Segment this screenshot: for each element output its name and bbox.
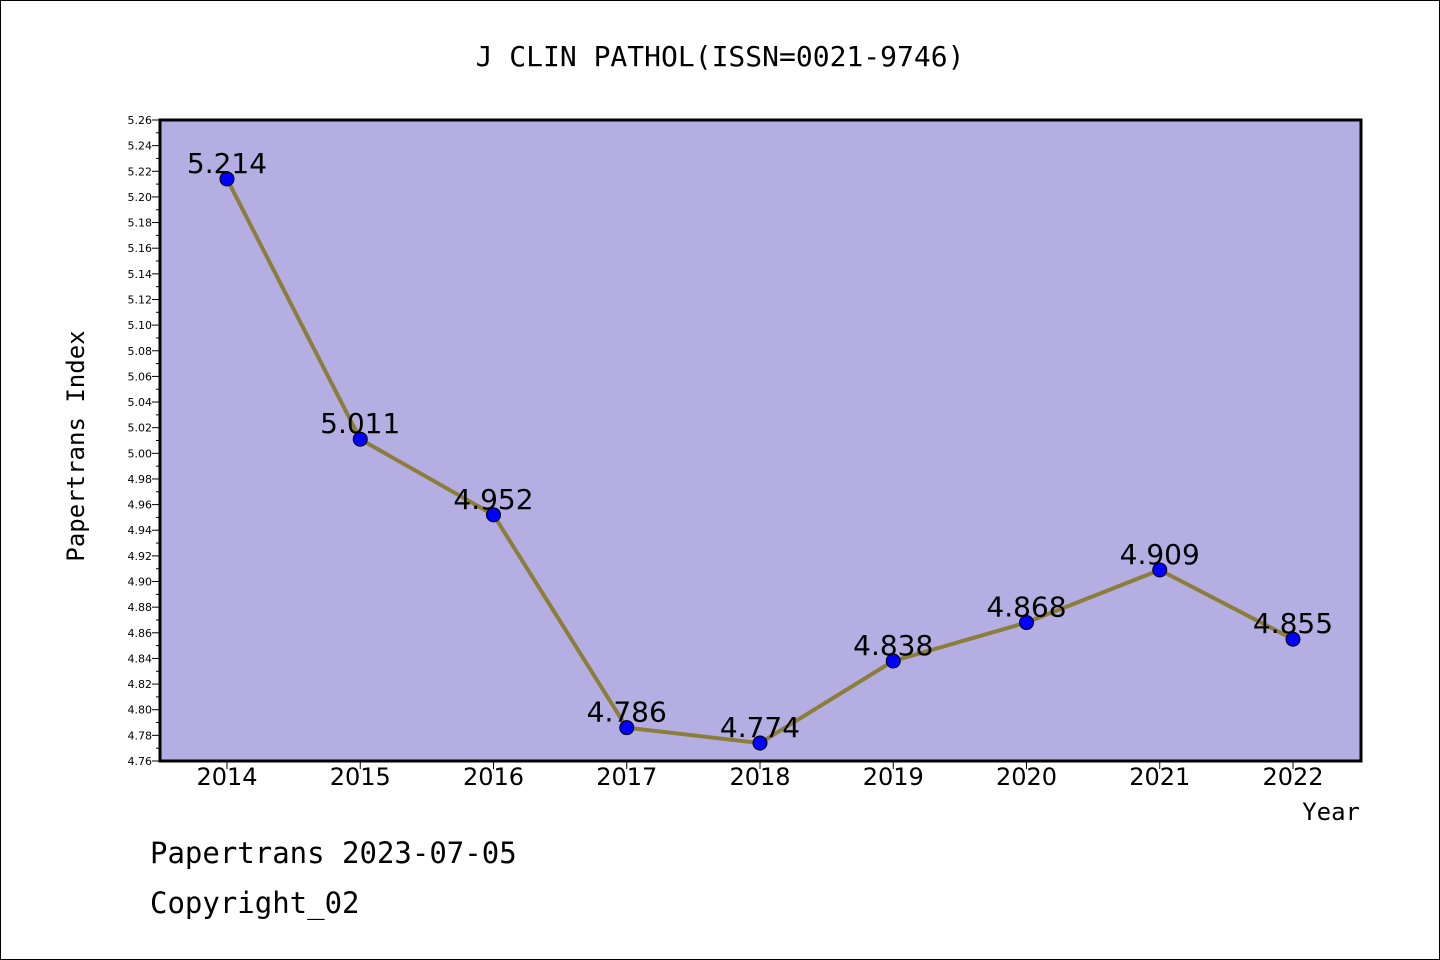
data-label: 4.786	[587, 696, 667, 729]
y-tick-label: 5.00	[128, 447, 153, 460]
x-tick-label: 2017	[596, 763, 657, 791]
y-tick-label: 4.84	[128, 652, 153, 665]
data-point	[352, 431, 368, 447]
y-axis-label: Papertrans Index	[62, 330, 90, 561]
y-tick-label: 5.14	[128, 268, 153, 281]
y-axis: 4.76 4.78 4.80 4.82 4.84 4.86 4.88 4.90 4.92 4.94…	[128, 114, 160, 768]
data-point	[1152, 562, 1168, 578]
data-point	[1285, 631, 1301, 647]
data-label: 4.855	[1253, 607, 1333, 640]
data-point	[619, 720, 635, 736]
y-tick-label: 5.20	[128, 191, 153, 204]
y-tick-label: 5.06	[128, 370, 153, 383]
y-tick-label: 4.88	[128, 601, 153, 614]
y-tick-label: 5.10	[128, 319, 153, 332]
y-tick-label: 5.22	[128, 165, 153, 178]
x-tick-label: 2015	[330, 763, 391, 791]
data-point	[486, 507, 501, 523]
x-axis-label: Year	[1302, 798, 1360, 826]
y-tick-label: 5.18	[128, 217, 153, 230]
x-tick-label: 2019	[863, 763, 924, 791]
data-labels: 5.214 5.011 4.952 4.786 4.774 4.838 4.868 4.909…	[187, 147, 1333, 744]
x-tick-label: 2018	[729, 763, 790, 791]
x-tick-label: 2016	[463, 763, 524, 791]
data-point	[752, 735, 768, 751]
y-tick-label: 5.24	[128, 140, 153, 153]
x-tick-label: 2022	[1262, 763, 1323, 791]
data-label: 5.011	[320, 407, 400, 440]
x-tick-label: 2014	[196, 763, 257, 791]
y-tick-label: 4.96	[128, 499, 153, 512]
data-points	[219, 171, 1301, 751]
y-tick-label: 5.16	[128, 242, 153, 255]
data-label: 5.214	[187, 147, 267, 180]
y-tick-label: 4.92	[128, 550, 153, 563]
data-label: 4.952	[453, 483, 533, 516]
x-tick-label: 2020	[996, 763, 1057, 791]
x-axis: 2014 2015 2016 2017 2018 2019 2020 2021 2022	[196, 761, 1324, 791]
footer-date: Papertrans 2023-07-05	[150, 836, 517, 870]
data-point	[1019, 615, 1034, 631]
y-tick-label: 4.82	[128, 678, 153, 691]
y-tick-label: 4.86	[128, 627, 153, 640]
x-tick-label: 2021	[1129, 763, 1190, 791]
y-tick-label: 4.90	[128, 576, 153, 589]
y-tick-label: 5.04	[128, 396, 153, 409]
data-point	[219, 171, 235, 187]
data-label: 4.909	[1120, 538, 1200, 571]
y-tick-label: 4.98	[128, 473, 153, 486]
y-tick-label: 4.94	[128, 524, 153, 537]
y-tick-label: 4.80	[128, 704, 153, 717]
y-tick-label: 4.76	[128, 755, 153, 768]
footer-copyright: Copyright_02	[150, 886, 360, 920]
data-point	[885, 653, 901, 669]
y-tick-label: 4.78	[128, 729, 153, 742]
data-label: 4.774	[720, 711, 800, 744]
y-tick-label: 5.26	[128, 114, 153, 127]
y-tick-label: 5.02	[128, 422, 153, 435]
data-label: 4.868	[986, 591, 1066, 624]
y-tick-label: 5.08	[128, 345, 153, 358]
data-label: 4.838	[853, 629, 933, 662]
y-tick-label: 5.12	[128, 293, 153, 306]
plot-area	[158, 118, 1363, 763]
chart-title: J CLIN PATHOL(ISSN=0021-9746)	[476, 40, 965, 73]
